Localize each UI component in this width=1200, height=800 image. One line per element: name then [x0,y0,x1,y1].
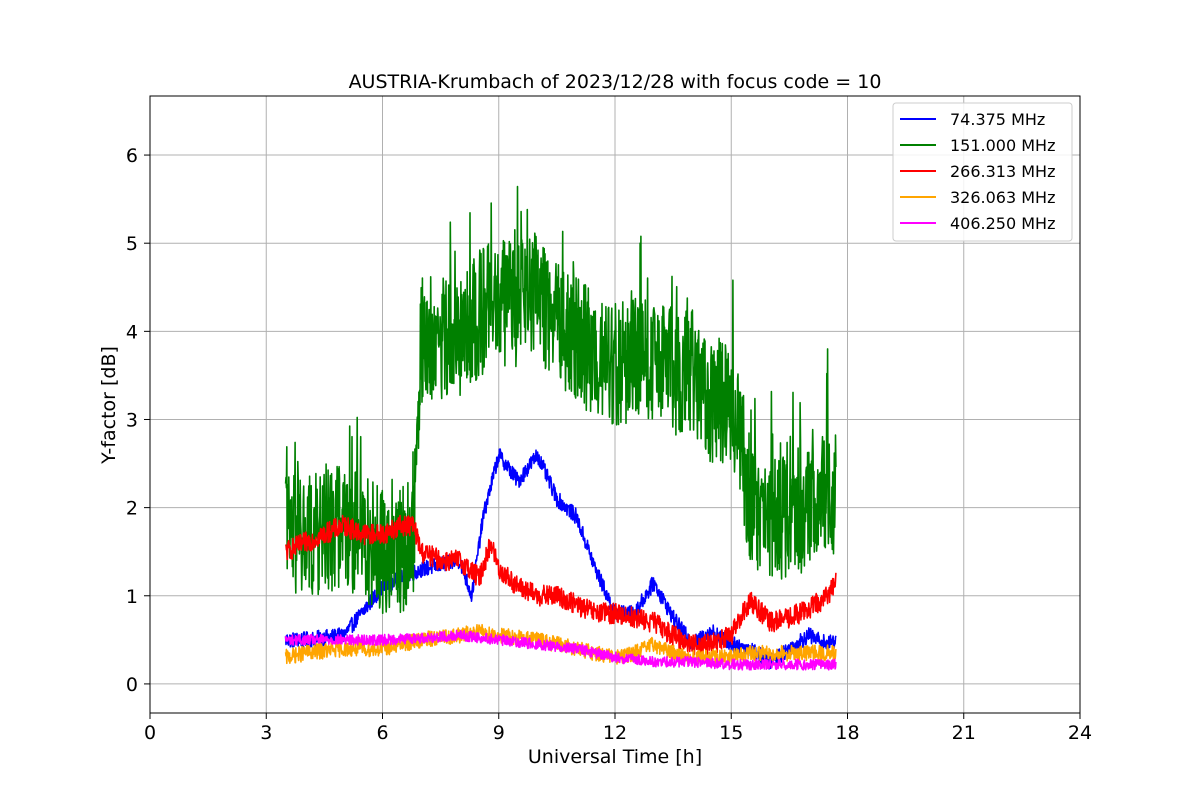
legend-label: 266.313 MHz [950,162,1055,181]
series-line-3 [284,623,837,667]
x-tick-label: 15 [719,722,743,744]
x-tick-label: 21 [952,722,976,744]
x-tick-label: 3 [260,722,272,744]
x-tick-label: 18 [835,722,859,744]
y-tick-label: 5 [126,233,138,255]
series-line-4 [284,629,837,671]
x-tick-label: 24 [1068,722,1092,744]
x-axis-label: Universal Time [h] [528,746,702,768]
x-axis: 0 3 6 9 12 15 18 21 24 [144,713,1092,744]
legend-box [892,102,1073,242]
legend-label: 406.250 MHz [950,214,1055,233]
x-tick-label: 12 [603,722,627,744]
plot-lines [284,185,837,671]
x-tick-label: 6 [376,722,388,744]
legend-label: 151.000 MHz [950,136,1055,155]
series-line-0 [284,448,837,670]
y-tick-label: 4 [126,321,138,343]
y-axis: 0 1 2 3 4 5 6 [126,145,150,696]
x-tick-label: 0 [144,722,156,744]
y-tick-label: 1 [126,586,138,608]
x-tick-label: 9 [493,722,505,744]
legend-label: 326.063 MHz [950,188,1055,207]
legend: 74.375 MHz 151.000 MHz 266.313 MHz 326.063 … [892,102,1073,242]
y-tick-label: 3 [126,409,138,431]
y-tick-label: 2 [126,498,138,520]
y-axis-label: Y-factor [dB] [98,346,120,465]
series-line-1 [284,185,837,614]
y-tick-label: 6 [126,145,138,167]
chart-title: AUSTRIA-Krumbach of 2023/12/28 with focu… [349,71,882,93]
series-line-2 [284,514,837,656]
y-tick-label: 0 [126,674,138,696]
legend-label: 74.375 MHz [950,110,1045,129]
